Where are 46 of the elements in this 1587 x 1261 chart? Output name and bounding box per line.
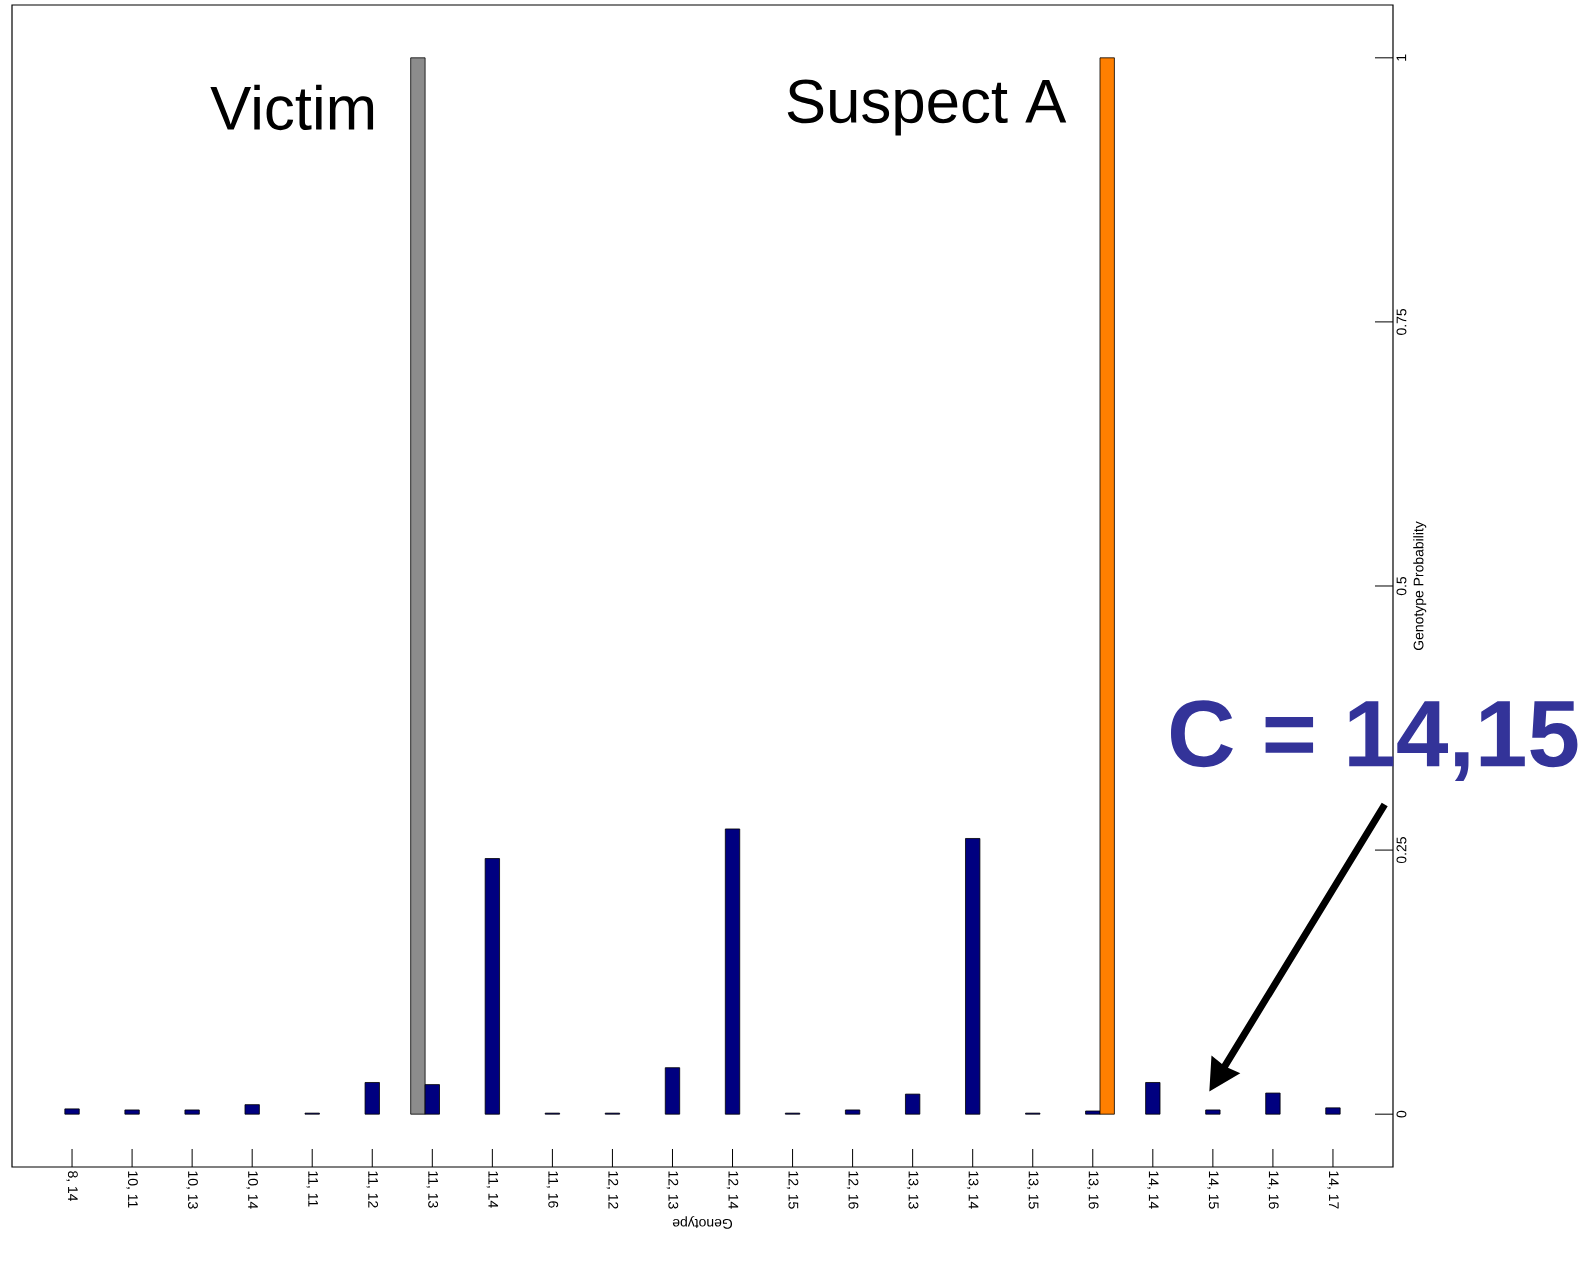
x-tick-label: 10, 13	[186, 1171, 198, 1209]
x-tick-label: 12, 14	[726, 1171, 739, 1209]
x-tick-label: 13, 14	[966, 1171, 979, 1209]
x-tick-label: 12, 12	[606, 1171, 619, 1209]
bar	[184, 1109, 200, 1115]
series-label: Victim	[210, 84, 374, 131]
y-tick-label: 0.25	[1396, 837, 1407, 864]
x-tick-label: 12, 13	[666, 1171, 679, 1209]
y-tick-label: 0	[1396, 1110, 1407, 1118]
x-tick-label: 11, 16	[546, 1171, 559, 1208]
bar	[124, 1109, 140, 1115]
x-tick-label: 10, 14	[246, 1171, 258, 1209]
x-tick-label: 11, 12	[366, 1171, 379, 1208]
x-tick-label: 13, 13	[906, 1171, 919, 1209]
bar	[244, 1104, 260, 1115]
bar	[965, 838, 981, 1115]
bar	[724, 828, 741, 1115]
x-tick-label: 8, 14	[66, 1171, 78, 1202]
x-tick-label: 11, 11	[306, 1171, 318, 1207]
bar	[484, 858, 500, 1115]
bar	[905, 1093, 921, 1115]
bar	[1325, 1107, 1341, 1115]
x-tick-label: 12, 15	[786, 1171, 799, 1209]
x-axis-title: Genotype	[672, 1216, 733, 1229]
y-tick-label: 0.5	[1396, 576, 1407, 596]
x-tick-label: 14, 14	[1147, 1171, 1159, 1209]
y-tick-label: 0.75	[1396, 308, 1407, 335]
x-tick-label: 14, 16	[1267, 1171, 1279, 1209]
bar	[664, 1067, 681, 1115]
y-tick-label: 1	[1396, 54, 1407, 61]
x-tick-label: 12, 16	[846, 1171, 859, 1209]
x-tick-label: 11, 14	[486, 1171, 499, 1208]
x-tick-label: 10, 11	[126, 1171, 138, 1208]
bar	[1265, 1092, 1281, 1115]
bar	[1145, 1082, 1161, 1115]
y-axis-title: Genotype Probability	[1413, 521, 1427, 651]
series-label: Suspect A	[787, 79, 1067, 136]
x-tick-label: 14, 17	[1327, 1171, 1339, 1209]
x-tick-label: 11, 13	[426, 1171, 439, 1208]
bar	[845, 1109, 861, 1115]
x-tick-label: 14, 15	[1207, 1171, 1219, 1209]
x-tick-label: 13, 16	[1087, 1171, 1099, 1209]
bar	[64, 1108, 80, 1115]
bar	[1205, 1109, 1221, 1115]
bar	[364, 1082, 380, 1115]
x-tick-label: 13, 15	[1026, 1171, 1039, 1209]
